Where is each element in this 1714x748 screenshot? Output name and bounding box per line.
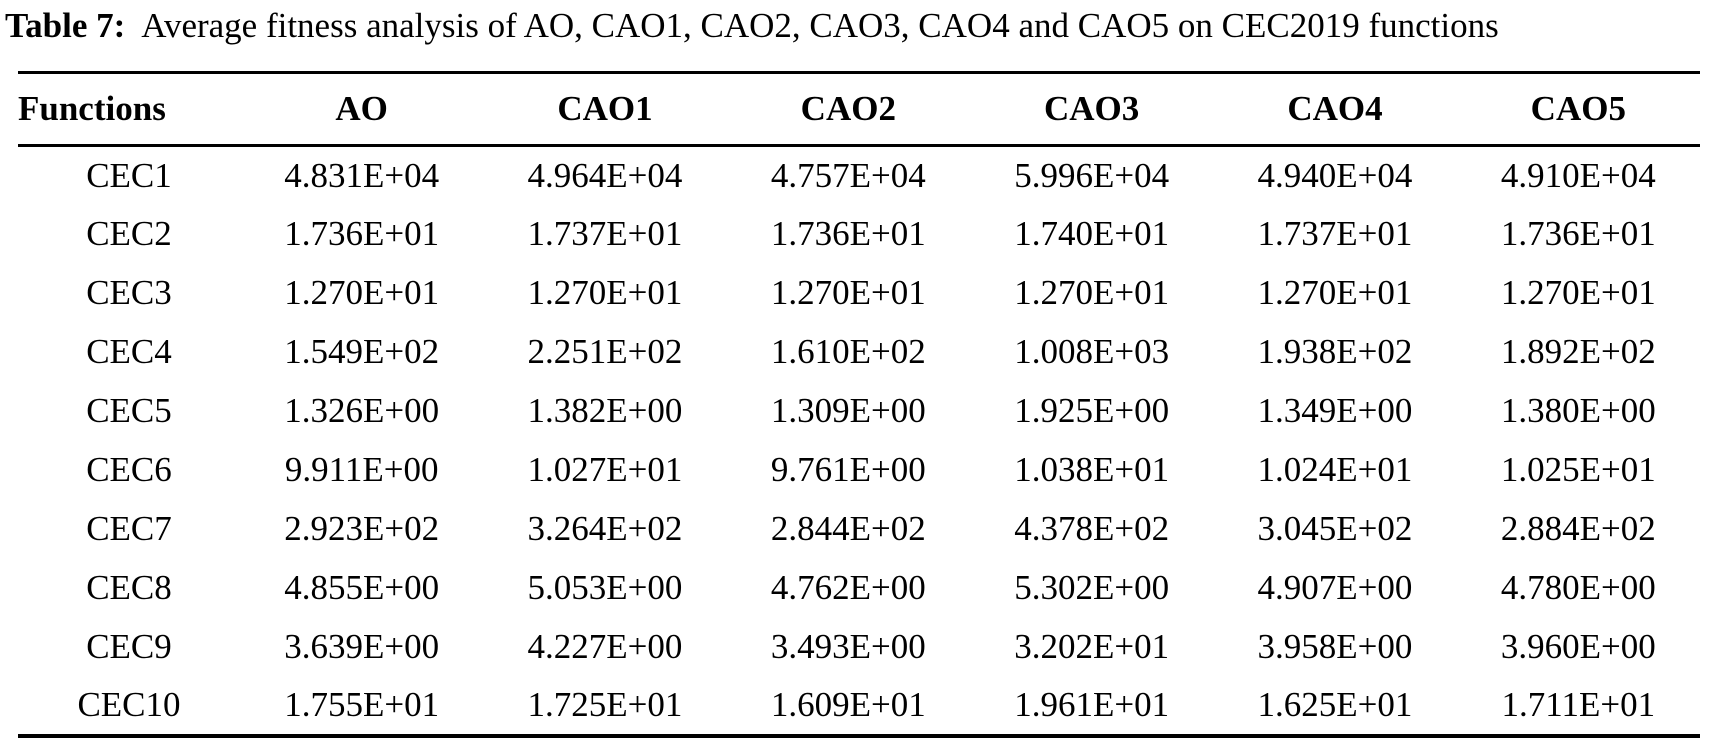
column-header-ao: AO xyxy=(335,89,388,128)
value-cell: 4.940E+04 xyxy=(1257,155,1413,195)
column-header-functions: Functions xyxy=(18,89,166,128)
function-name-cell: CEC10 xyxy=(77,685,181,724)
table-row: CEC1 4.831E+04 4.964E+04 4.757E+04 5.996… xyxy=(18,146,1700,205)
value-cell: 1.382E+00 xyxy=(527,391,683,430)
value-cell: 2.251E+02 xyxy=(527,332,683,371)
value-cell: 1.008E+03 xyxy=(1014,332,1170,371)
value-cell: 1.625E+01 xyxy=(1257,685,1413,724)
value-cell: 1.270E+01 xyxy=(770,273,926,312)
column-header-cao2: CAO2 xyxy=(800,89,896,128)
value-cell: 1.736E+01 xyxy=(770,214,926,253)
value-cell: 3.045E+02 xyxy=(1257,509,1413,548)
value-cell: 4.831E+04 xyxy=(284,155,440,195)
table-row: CEC3 1.270E+01 1.270E+01 1.270E+01 1.270… xyxy=(18,264,1700,323)
value-cell: 1.027E+01 xyxy=(527,450,683,489)
value-cell: 1.610E+02 xyxy=(770,332,926,371)
value-cell: 1.925E+00 xyxy=(1014,391,1170,430)
table-row: CEC4 1.549E+02 2.251E+02 1.610E+02 1.008… xyxy=(18,323,1700,382)
value-cell: 1.609E+01 xyxy=(770,685,926,724)
value-cell: 1.380E+00 xyxy=(1500,391,1656,430)
value-cell: 1.711E+01 xyxy=(1501,685,1656,724)
value-cell: 3.493E+00 xyxy=(770,627,926,666)
value-cell: 1.938E+02 xyxy=(1257,332,1413,371)
value-cell: 1.309E+00 xyxy=(770,391,926,430)
function-name-cell: CEC1 xyxy=(86,155,172,195)
value-cell: 1.892E+02 xyxy=(1500,332,1656,371)
value-cell: 3.958E+00 xyxy=(1257,627,1413,666)
value-cell: 1.038E+01 xyxy=(1014,450,1170,489)
function-name-cell: CEC6 xyxy=(86,450,172,489)
value-cell: 1.024E+01 xyxy=(1257,450,1413,489)
value-cell: 5.302E+00 xyxy=(1014,568,1170,607)
value-cell: 1.549E+02 xyxy=(284,332,440,371)
value-cell: 1.737E+01 xyxy=(1257,214,1413,253)
value-cell: 9.911E+00 xyxy=(284,450,439,489)
table-caption-text: Average fitness analysis of AO, CAO1, CA… xyxy=(141,6,1499,45)
value-cell: 4.757E+04 xyxy=(770,155,926,195)
value-cell: 1.725E+01 xyxy=(527,685,683,724)
value-cell: 1.737E+01 xyxy=(527,214,683,253)
fitness-table: Functions AO CAO1 CAO2 CAO3 CAO4 CAO5 CE… xyxy=(18,71,1700,738)
function-name-cell: CEC4 xyxy=(86,332,172,371)
function-name-cell: CEC5 xyxy=(86,391,172,430)
function-name-cell: CEC3 xyxy=(86,273,172,312)
value-cell: 1.270E+01 xyxy=(1257,273,1413,312)
value-cell: 1.270E+01 xyxy=(284,273,440,312)
column-header-cao5: CAO5 xyxy=(1530,89,1626,128)
function-name-cell: CEC8 xyxy=(86,568,172,607)
value-cell: 4.762E+00 xyxy=(770,568,926,607)
table-row: CEC7 2.923E+02 3.264E+02 2.844E+02 4.378… xyxy=(18,500,1700,559)
table-row: CEC5 1.326E+00 1.382E+00 1.309E+00 1.925… xyxy=(18,382,1700,441)
value-cell: 1.270E+01 xyxy=(1014,273,1170,312)
value-cell: 4.910E+04 xyxy=(1500,155,1656,195)
value-cell: 3.960E+00 xyxy=(1500,627,1656,666)
value-cell: 1.025E+01 xyxy=(1500,450,1656,489)
table-row: CEC2 1.736E+01 1.737E+01 1.736E+01 1.740… xyxy=(18,205,1700,264)
value-cell: 5.053E+00 xyxy=(527,568,683,607)
value-cell: 4.855E+00 xyxy=(284,568,440,607)
table-row: CEC6 9.911E+00 1.027E+01 9.761E+00 1.038… xyxy=(18,441,1700,500)
table-row: CEC10 1.755E+01 1.725E+01 1.609E+01 1.96… xyxy=(18,677,1700,736)
value-cell: 4.907E+00 xyxy=(1257,568,1413,607)
function-name-cell: CEC7 xyxy=(86,509,172,548)
header-row: Functions AO CAO1 CAO2 CAO3 CAO4 CAO5 xyxy=(18,73,1700,146)
table-row: CEC8 4.855E+00 5.053E+00 4.762E+00 5.302… xyxy=(18,559,1700,618)
value-cell: 2.923E+02 xyxy=(284,509,440,548)
function-name-cell: CEC2 xyxy=(86,214,172,253)
column-header-cao1: CAO1 xyxy=(557,89,653,128)
value-cell: 1.736E+01 xyxy=(284,214,440,253)
value-cell: 2.884E+02 xyxy=(1500,509,1656,548)
column-header-cao4: CAO4 xyxy=(1287,89,1383,128)
value-cell: 3.264E+02 xyxy=(527,509,683,548)
table-label: Table 7: xyxy=(5,6,126,45)
value-cell: 5.996E+04 xyxy=(1014,155,1170,195)
value-cell: 4.780E+00 xyxy=(1500,568,1656,607)
value-cell: 1.755E+01 xyxy=(284,685,440,724)
table-row: CEC9 3.639E+00 4.227E+00 3.493E+00 3.202… xyxy=(18,618,1700,677)
value-cell: 3.639E+00 xyxy=(284,627,440,666)
value-cell: 9.761E+00 xyxy=(770,450,926,489)
function-name-cell: CEC9 xyxy=(86,627,172,666)
value-cell: 2.844E+02 xyxy=(770,509,926,548)
value-cell: 1.270E+01 xyxy=(527,273,683,312)
value-cell: 1.326E+00 xyxy=(284,391,440,430)
value-cell: 4.227E+00 xyxy=(527,627,683,666)
value-cell: 1.349E+00 xyxy=(1257,391,1413,430)
value-cell: 1.270E+01 xyxy=(1500,273,1656,312)
value-cell: 1.740E+01 xyxy=(1014,214,1170,253)
value-cell: 3.202E+01 xyxy=(1014,627,1170,666)
table-caption: Table 7: Average fitness analysis of AO, … xyxy=(5,5,1710,47)
column-header-cao3: CAO3 xyxy=(1044,89,1140,128)
value-cell: 1.961E+01 xyxy=(1014,685,1170,724)
value-cell: 4.964E+04 xyxy=(527,155,683,195)
value-cell: 1.736E+01 xyxy=(1500,214,1656,253)
value-cell: 4.378E+02 xyxy=(1014,509,1170,548)
